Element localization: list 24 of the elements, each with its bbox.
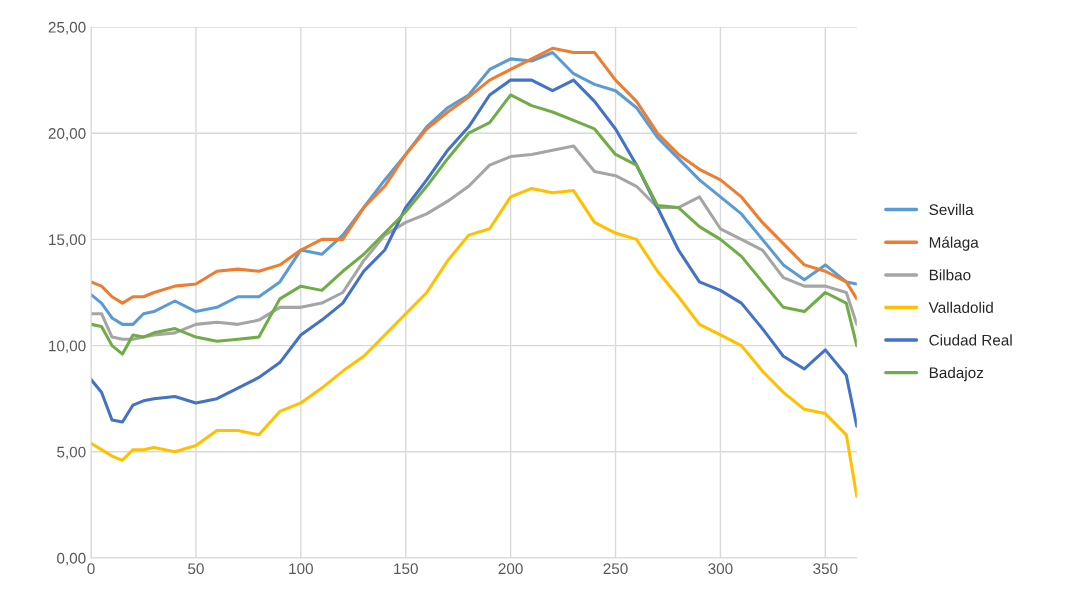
y-tick-label: 0,00 <box>57 552 86 566</box>
y-tick-label: 5,00 <box>57 446 86 460</box>
legend-label: Badajoz <box>929 366 984 382</box>
y-tick-label: 20,00 <box>48 128 86 141</box>
y-tick-label: 10,00 <box>49 340 86 354</box>
y-tick-label: 25,00 <box>48 21 86 35</box>
line-series <box>91 78 857 428</box>
x-tick-label: 100 <box>289 563 313 575</box>
x-tick-label: 200 <box>498 563 523 575</box>
legend-label: Sevilla <box>929 203 974 216</box>
line-series <box>91 186 857 498</box>
legend-label: Ciudad Real <box>929 334 1012 346</box>
y-tick-label: 15,00 <box>49 234 86 247</box>
x-tick-label: 0 <box>87 563 95 575</box>
x-tick-label: 250 <box>603 563 628 575</box>
x-tick-label: 300 <box>708 563 733 575</box>
x-tick-label: 50 <box>188 563 204 575</box>
legend-label: Valladolid <box>928 301 993 313</box>
line-series <box>91 144 857 341</box>
legend-label: Bilbao <box>929 269 971 281</box>
legend-label: Málaga <box>929 236 979 251</box>
x-tick-label: 150 <box>394 563 418 575</box>
line-series <box>91 93 857 356</box>
x-tick-label: 350 <box>813 563 838 575</box>
